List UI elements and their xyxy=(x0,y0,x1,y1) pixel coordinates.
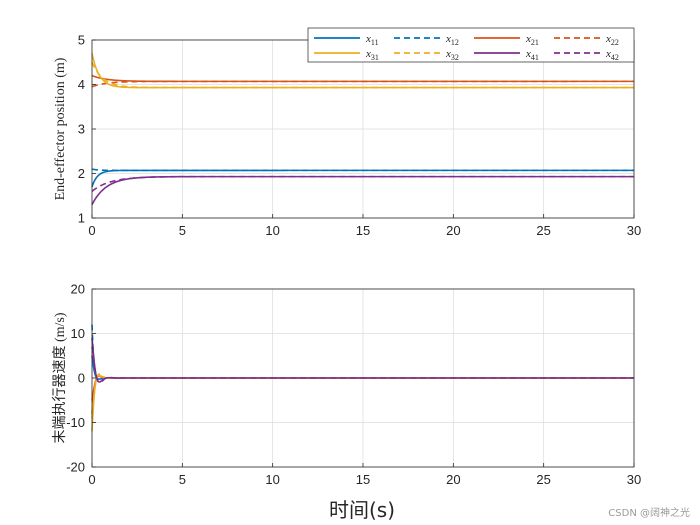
velocity-y-axis-label: 末端执行器速度 (m/s) xyxy=(52,312,68,443)
x-tick-label: 0 xyxy=(88,223,95,238)
watermark: CSDN @阔神之光 xyxy=(608,506,690,519)
series-line-x22 xyxy=(91,80,634,88)
position-axes: 0 5 10 15 20 25 30 1 2 3 4 5 End-effector position … xyxy=(53,27,641,239)
velocity-ticks: 0 5 10 15 20 25 30 -20 -10 0 10 20 xyxy=(66,282,641,488)
legend-entry-x21: x21 xyxy=(525,33,539,47)
legend-entry-x11: x11 xyxy=(365,33,379,47)
x-tick-label: 5 xyxy=(179,223,186,238)
position-series xyxy=(91,53,634,206)
y-tick-label: 0 xyxy=(78,371,85,386)
y-tick-label: -10 xyxy=(66,415,85,430)
x-tick-label: 5 xyxy=(179,472,186,487)
x-tick-label: 20 xyxy=(446,472,460,487)
time-x-axis-label: 时间(s) xyxy=(329,498,395,522)
x-tick-label: 25 xyxy=(536,223,550,238)
position-grid xyxy=(91,39,635,219)
x-tick-label: 10 xyxy=(265,223,279,238)
y-tick-label: 2 xyxy=(78,166,85,181)
x-tick-label: 15 xyxy=(356,223,370,238)
series-line-x42 xyxy=(91,175,634,192)
legend-entry-x42: x42 xyxy=(605,48,619,62)
velocity-series xyxy=(91,324,634,432)
series-line-x12 xyxy=(91,168,634,172)
legend-entry-x22: x22 xyxy=(605,33,619,47)
position-y-axis-label: End-effector position (m) xyxy=(53,57,68,200)
x-tick-label: 0 xyxy=(88,472,95,487)
x-tick-label: 30 xyxy=(627,472,641,487)
legend-box xyxy=(307,27,635,63)
legend-entry-x12: x12 xyxy=(445,33,459,47)
x-tick-label: 15 xyxy=(356,472,370,487)
legend: x11 x12 x21 x22 x31 x32 x41 x42 xyxy=(307,27,635,63)
x-tick-label: 25 xyxy=(536,472,550,487)
velocity-axes: 0 5 10 15 20 25 30 -20 -10 0 10 20 末端执行器速度 (m/s) 时间… xyxy=(52,282,641,523)
y-tick-label: 3 xyxy=(78,122,85,137)
position-ticks: 0 5 10 15 20 25 30 1 2 3 4 5 xyxy=(78,33,641,239)
series-line-x42 xyxy=(91,346,634,384)
legend-entry-x32: x32 xyxy=(445,48,459,62)
y-tick-label: 1 xyxy=(78,211,85,226)
y-tick-label: 4 xyxy=(78,77,85,92)
legend-entry-x31: x31 xyxy=(365,48,379,62)
x-tick-label: 30 xyxy=(627,223,641,238)
y-tick-label: 10 xyxy=(71,326,85,341)
y-tick-label: -20 xyxy=(66,460,85,475)
legend-entry-x41: x41 xyxy=(525,48,539,62)
y-tick-label: 5 xyxy=(78,33,85,48)
series-line-x32 xyxy=(91,61,634,89)
y-tick-label: 20 xyxy=(71,282,85,297)
x-tick-label: 20 xyxy=(446,223,460,238)
x-tick-label: 10 xyxy=(265,472,279,487)
